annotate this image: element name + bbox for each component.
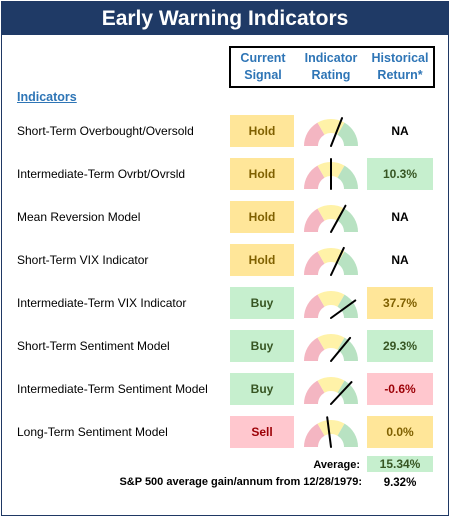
- signal-cell: Hold: [230, 201, 294, 233]
- signal-cell: Buy: [230, 373, 294, 405]
- gauge-mid-segment: [317, 420, 345, 436]
- rating-gauge-icon: [304, 246, 358, 276]
- gauge-low-segment: [304, 251, 325, 275]
- signal-cell: Hold: [230, 158, 294, 190]
- gauge-needle: [330, 246, 345, 276]
- column-header-rating-line1: Indicator: [304, 51, 358, 65]
- rating-gauge-icon: [304, 377, 358, 405]
- column-header-signal: Current Signal: [228, 50, 298, 86]
- gauge-high-segment: [337, 380, 358, 404]
- gauge-high-segment: [337, 122, 358, 146]
- indicator-row: Intermediate-Term Ovrbt/Ovrsld Hold 10.3%: [0, 158, 446, 190]
- historical-return-cell: NA: [391, 124, 409, 138]
- gauge-mid-segment: [317, 377, 345, 393]
- gauge-low-segment: [304, 423, 325, 447]
- indicator-label: Short-Term VIX Indicator: [17, 253, 149, 267]
- column-header-return: Historical Return*: [365, 50, 435, 86]
- gauge-low-segment: [304, 337, 325, 361]
- gauge-needle: [330, 204, 347, 233]
- average-label: Average:: [313, 459, 360, 471]
- signal-cell: Sell: [230, 416, 294, 448]
- column-header-rating-line2: Rating: [311, 68, 351, 82]
- indicator-row: Mean Reversion Model Hold NA: [0, 201, 446, 233]
- historical-return-cell: 37.7%: [367, 287, 433, 319]
- indicator-row: Long-Term Sentiment Model Sell 0.0%: [0, 416, 446, 448]
- historical-return-cell: NA: [391, 253, 409, 267]
- indicators-heading: Indicators: [17, 90, 77, 104]
- panel-title: Early Warning Indicators: [2, 2, 448, 35]
- column-header-return-line1: Historical: [371, 51, 429, 65]
- sp500-value: 9.32%: [383, 477, 417, 489]
- gauge-high-segment: [337, 337, 358, 361]
- rating-gauge-icon: [304, 291, 358, 319]
- indicator-label: Mean Reversion Model: [17, 210, 141, 224]
- gauge-needle: [330, 381, 353, 405]
- indicator-label: Short-Term Sentiment Model: [17, 339, 170, 353]
- historical-return-cell: 0.0%: [367, 416, 433, 448]
- historical-return-cell: 29.3%: [367, 330, 433, 362]
- gauge-needle: [330, 117, 343, 147]
- average-value: 15.34%: [367, 456, 433, 472]
- column-header-rating: Indicator Rating: [296, 50, 366, 86]
- rating-gauge-icon: [304, 117, 358, 147]
- gauge-high-segment: [337, 423, 358, 447]
- historical-return-cell: -0.6%: [367, 373, 433, 405]
- rating-gauge-icon: [304, 416, 358, 448]
- indicator-label: Short-Term Overbought/Oversold: [17, 124, 194, 138]
- indicator-row: Short-Term Sentiment Model Buy 29.3%: [0, 330, 446, 362]
- gauge-low-segment: [304, 380, 325, 404]
- rating-gauge-icon: [304, 158, 358, 190]
- indicator-row: Intermediate-Term VIX Indicator Buy 37.7%: [0, 287, 446, 319]
- column-header-signal-line1: Current: [240, 51, 286, 65]
- indicator-row: Short-Term Overbought/Oversold Hold NA: [0, 115, 446, 147]
- rating-gauge-icon: [304, 334, 358, 362]
- gauge-low-segment: [304, 208, 325, 232]
- gauge-mid-segment: [317, 205, 345, 221]
- column-header-box: [229, 46, 435, 88]
- gauge-needle: [330, 336, 352, 362]
- indicator-row: Intermediate-Term Sentiment Model Buy -0.6…: [0, 373, 446, 405]
- historical-return-cell: 10.3%: [367, 158, 433, 190]
- indicator-label: Intermediate-Term Sentiment Model: [17, 382, 208, 396]
- indicator-label: Long-Term Sentiment Model: [17, 425, 168, 439]
- column-header-signal-line2: Signal: [244, 68, 282, 82]
- gauge-mid-segment: [317, 334, 345, 350]
- gauge-high-segment: [337, 165, 358, 189]
- indicator-label: Intermediate-Term Ovrbt/Ovrsld: [17, 167, 186, 181]
- gauge-needle: [326, 416, 332, 448]
- gauge-low-segment: [304, 294, 325, 318]
- signal-cell: Buy: [230, 330, 294, 362]
- gauge-high-segment: [337, 251, 358, 275]
- signal-cell: Hold: [230, 244, 294, 276]
- gauge-low-segment: [304, 122, 325, 146]
- indicator-label: Intermediate-Term VIX Indicator: [17, 296, 187, 310]
- column-header-return-line2: Return*: [377, 68, 423, 82]
- historical-return-cell: NA: [391, 210, 409, 224]
- gauge-low-segment: [304, 165, 325, 189]
- gauge-high-segment: [337, 208, 358, 232]
- sp500-label: S&P 500 average gain/annum from 12/28/19…: [119, 476, 362, 488]
- signal-cell: Hold: [230, 115, 294, 147]
- rating-gauge-icon: [304, 204, 358, 233]
- gauge-needle: [330, 299, 357, 319]
- indicator-row: Short-Term VIX Indicator Hold NA: [0, 244, 446, 276]
- signal-cell: Buy: [230, 287, 294, 319]
- gauge-mid-segment: [317, 291, 345, 307]
